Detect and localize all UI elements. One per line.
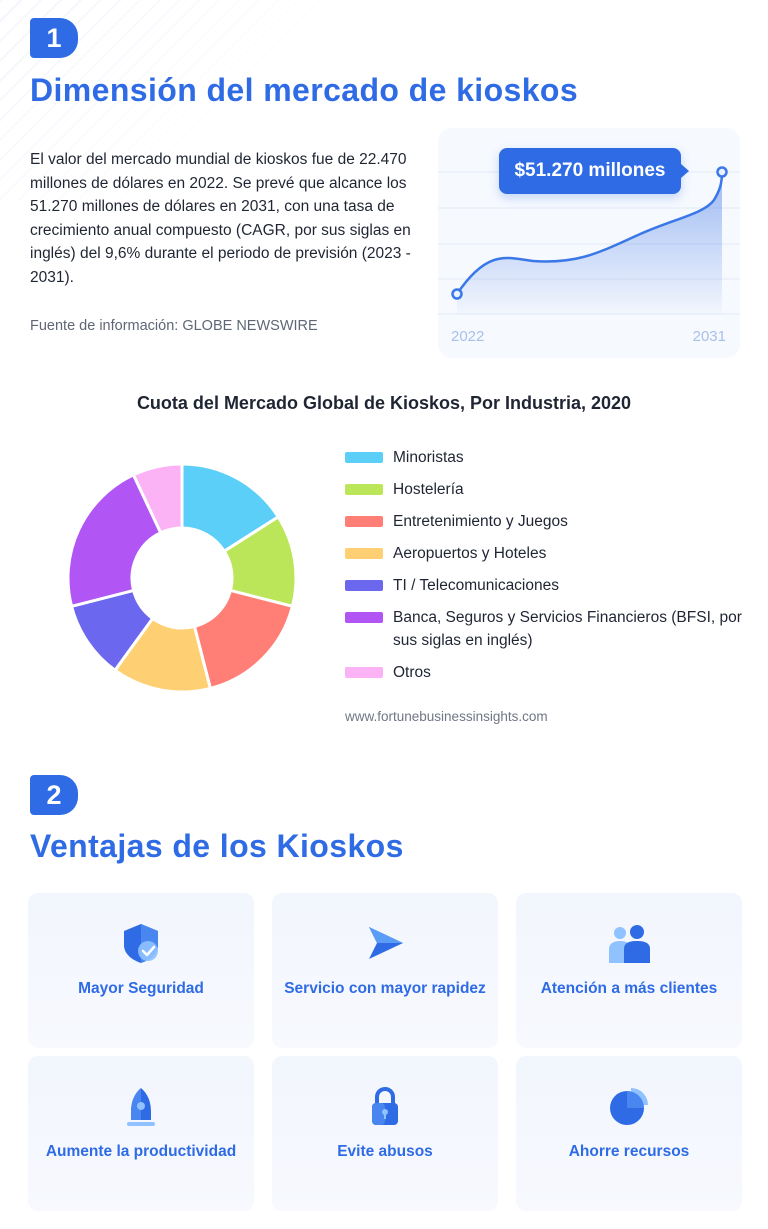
legend-swatch bbox=[345, 667, 383, 678]
legend-label: Aeropuertos y Hoteles bbox=[393, 545, 547, 562]
growth-card: $51.270 millones 2022 2031 bbox=[438, 128, 740, 358]
donut-slice-6 bbox=[66, 472, 163, 609]
legend-label: Hostelería bbox=[393, 481, 464, 498]
section-number-badge: 2 bbox=[30, 775, 78, 815]
donut-slice-3 bbox=[192, 588, 295, 691]
advantage-card: Atención a más clientes bbox=[516, 893, 742, 1048]
legend-item: Banca, Seguros y Servicios Financieros (… bbox=[345, 606, 745, 652]
advantage-card: Aumente la productividad bbox=[28, 1056, 254, 1211]
rocket-icon bbox=[127, 1088, 155, 1126]
people-icon bbox=[609, 925, 650, 963]
legend-item: Minoristas bbox=[345, 446, 745, 469]
value-callout: $51.270 millones bbox=[499, 148, 681, 194]
legend-item: Otros bbox=[345, 661, 745, 684]
end-point bbox=[716, 166, 728, 178]
chart-source: www.fortunebusinessinsights.com bbox=[345, 709, 548, 724]
shield-check-icon bbox=[124, 924, 158, 963]
advantage-label: Atención a más clientes bbox=[540, 980, 718, 997]
chart-title: Cuota del Mercado Global de Kioskos, Por… bbox=[136, 393, 632, 413]
start-point bbox=[451, 288, 463, 300]
advantage-label: Aumente la productividad bbox=[45, 1143, 237, 1160]
donut-slice-7 bbox=[131, 462, 184, 535]
send-arrow-icon bbox=[369, 927, 403, 959]
year-end-label: 2031 bbox=[692, 328, 726, 345]
advantage-label: Ahorre recursos bbox=[568, 1143, 690, 1160]
legend-label: Entretenimiento y Juegos bbox=[393, 513, 568, 530]
legend-swatch bbox=[345, 580, 383, 591]
advantage-card: Evite abusos bbox=[272, 1056, 498, 1211]
lock-icon bbox=[372, 1086, 398, 1125]
legend-item: TI / Telecomunicaciones bbox=[345, 574, 745, 597]
growth-area bbox=[457, 172, 722, 314]
legend-item: Aeropuertos y Hoteles bbox=[345, 542, 745, 565]
advantage-card: Servicio con mayor rapidez bbox=[272, 893, 498, 1048]
growth-line bbox=[455, 171, 724, 295]
advantage-label: Servicio con mayor rapidez bbox=[284, 980, 486, 997]
donut-chart bbox=[66, 462, 298, 694]
section-number-badge: 1 bbox=[30, 18, 78, 58]
legend-swatch bbox=[345, 612, 383, 623]
legend-swatch bbox=[345, 452, 383, 463]
advantage-card: Ahorre recursos bbox=[516, 1056, 742, 1211]
chart-legend: Minoristas Hostelería Entretenimiento y Ju… bbox=[345, 446, 745, 684]
section-title: Ventajas de los Kioskos bbox=[30, 828, 404, 864]
legend-label: TI / Telecomunicaciones bbox=[393, 577, 559, 594]
section-title: Dimensión del mercado de kioskos bbox=[30, 72, 579, 108]
legend-label: Banca, Seguros y Servicios Financieros (… bbox=[393, 609, 742, 649]
legend-item: Hostelería bbox=[345, 478, 745, 501]
advantage-card: Mayor Seguridad bbox=[28, 893, 254, 1048]
callout-tail bbox=[681, 164, 689, 178]
market-description: El valor del mercado mundial de kioskos … bbox=[30, 151, 411, 286]
source-note: Fuente de información: GLOBE NEWSWIRE bbox=[30, 318, 318, 334]
advantage-label: Evite abusos bbox=[337, 1143, 433, 1160]
legend-label: Minoristas bbox=[393, 449, 464, 466]
legend-label: Otros bbox=[393, 664, 431, 681]
year-start-label: 2022 bbox=[451, 328, 485, 345]
legend-item: Entretenimiento y Juegos bbox=[345, 510, 745, 533]
pie-chart-icon bbox=[610, 1088, 648, 1125]
legend-swatch bbox=[345, 548, 383, 559]
growth-line-chart bbox=[438, 166, 740, 315]
legend-swatch bbox=[345, 516, 383, 527]
legend-swatch bbox=[345, 484, 383, 495]
advantage-label: Mayor Seguridad bbox=[78, 980, 204, 997]
